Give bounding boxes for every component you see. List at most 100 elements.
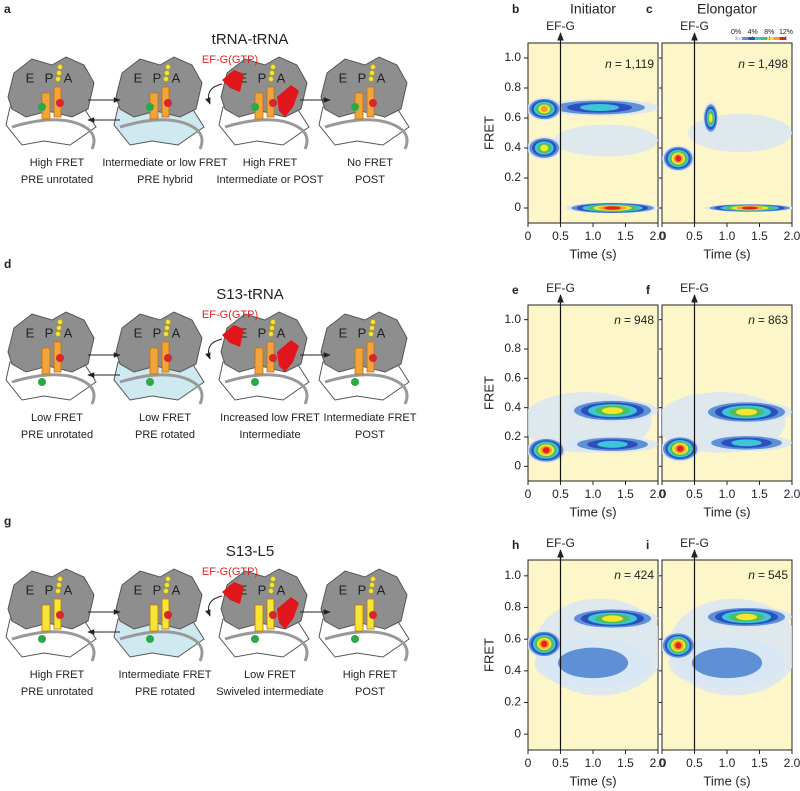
density-contour — [541, 640, 548, 648]
dye-green — [146, 378, 154, 386]
mrna — [119, 118, 204, 150]
dye-green — [146, 103, 154, 111]
y-label: FRET — [481, 116, 496, 150]
dye-link — [57, 64, 63, 70]
site-label: E — [26, 582, 35, 597]
dye-link — [55, 76, 61, 82]
x-label: Time (s) — [703, 773, 750, 788]
dye-link — [163, 588, 169, 594]
site-label: E — [134, 582, 143, 597]
factor-label: EF-G(GTP) — [202, 566, 258, 578]
x-tick-label: 1.5 — [617, 229, 634, 243]
site-label: P — [153, 70, 162, 85]
x-tick-label: 1.0 — [585, 756, 602, 770]
dye-green — [251, 378, 259, 386]
site-label: E — [239, 325, 248, 340]
site-label: P — [45, 325, 54, 340]
dye-link — [370, 64, 376, 70]
x-tick-label: 0 — [525, 229, 532, 243]
density-contour — [580, 104, 619, 111]
dye-green — [251, 103, 259, 111]
dye-green — [38, 103, 46, 111]
dye-link — [165, 576, 171, 582]
marker-label: EF-G — [680, 19, 709, 33]
y-tick-label: 0 — [514, 726, 521, 740]
y-tick-label: 0.4 — [504, 140, 521, 154]
site-label: P — [358, 325, 367, 340]
y-tick-label: 0.4 — [504, 663, 521, 677]
state-label: High FRET — [30, 157, 85, 169]
density — [662, 102, 792, 212]
x-tick-label: 0 — [525, 487, 532, 501]
y-tick-label: 0.6 — [504, 110, 521, 124]
n-symbol: n — [614, 313, 621, 327]
site-label: E — [239, 582, 248, 597]
row-title: tRNA-tRNA — [212, 31, 289, 48]
n-equals: = — [758, 568, 765, 582]
density-contour — [597, 440, 628, 448]
dye-red — [369, 611, 377, 619]
dye-green — [38, 378, 46, 386]
site-label: P — [258, 325, 267, 340]
state-label: PRE rotated — [135, 429, 195, 441]
site-label: P — [153, 582, 162, 597]
colorbar-label: 12% — [779, 29, 793, 36]
mrna — [224, 118, 309, 150]
dye-green — [38, 635, 46, 643]
density-contour — [602, 615, 623, 622]
dye-red — [369, 99, 377, 107]
state-label: Low FRET — [139, 412, 191, 424]
marker-label: EF-G — [680, 281, 709, 295]
dye-link — [165, 319, 171, 325]
dye-red — [56, 611, 64, 619]
n-label: n = 1,498 — [738, 57, 788, 71]
x-tick-label: 1.5 — [751, 229, 768, 243]
site-label: P — [358, 70, 367, 85]
x-label: Time (s) — [703, 504, 750, 519]
colorbar-step — [779, 37, 787, 40]
state-label: Intermediate or low FRET — [102, 157, 228, 169]
x-tick-label: 1.0 — [585, 229, 602, 243]
density — [528, 392, 658, 463]
dye-link — [164, 325, 170, 331]
y-tick-label: 0.8 — [504, 341, 521, 355]
site-label: A — [64, 582, 73, 597]
n-count: 1,119 — [625, 57, 654, 71]
dye-link — [55, 588, 61, 594]
x-tick-label: 0.5 — [686, 229, 703, 243]
y-tick-label: 0 — [514, 200, 521, 214]
density-contour — [604, 206, 621, 210]
x-tick-label: 1.0 — [719, 229, 736, 243]
dye-link — [369, 70, 375, 76]
row-title: S13-L5 — [226, 543, 274, 560]
density — [662, 392, 792, 462]
trna — [354, 604, 364, 632]
dye-link — [270, 319, 276, 325]
large-subunit — [320, 568, 408, 630]
n-count: 948 — [634, 313, 654, 327]
state-label: Intermediate FRET — [324, 412, 417, 424]
mrna — [324, 373, 409, 405]
trna — [254, 347, 264, 375]
density-contour — [540, 105, 548, 113]
n-equals: = — [624, 313, 631, 327]
colorbar-label: 8% — [764, 29, 774, 36]
y-label: FRET — [481, 638, 496, 672]
dye-link — [56, 325, 62, 331]
arrow — [205, 595, 223, 617]
site-label: A — [172, 325, 181, 340]
density-contour — [708, 113, 713, 123]
dye-link — [269, 325, 275, 331]
site-label: E — [339, 70, 348, 85]
x-tick-label: 0 — [659, 229, 666, 243]
site-label: A — [64, 325, 73, 340]
mrna — [11, 118, 96, 150]
colorbar-step — [754, 37, 762, 40]
x-label: Time (s) — [569, 504, 616, 519]
trna — [149, 604, 159, 632]
ef-g-free — [222, 582, 244, 604]
dye-link — [57, 319, 63, 325]
x-tick-label: 1.5 — [751, 487, 768, 501]
